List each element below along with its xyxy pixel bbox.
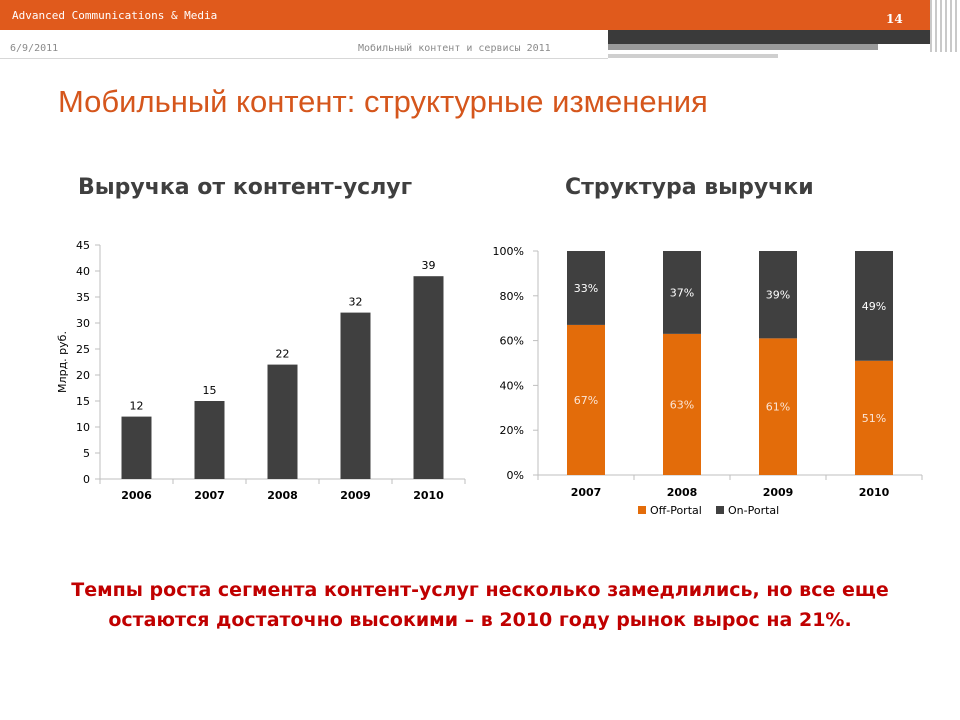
conclusion-line-1: Темпы роста сегмента контент-услуг неско… xyxy=(71,579,889,601)
header-dark-stripe xyxy=(608,30,930,44)
segment-value-label: 67% xyxy=(574,394,598,407)
stacked-bar-segment xyxy=(663,333,701,475)
revenue-chart-title: Выручка от контент-услуг xyxy=(78,175,413,200)
x-tick-label: 2009 xyxy=(340,489,371,502)
segment-value-label: 37% xyxy=(670,286,694,299)
x-tick-label: 2008 xyxy=(267,489,298,502)
bar-value-label: 22 xyxy=(276,348,290,361)
segment-value-label: 49% xyxy=(862,300,886,313)
bar-value-label: 12 xyxy=(130,400,144,413)
y-tick-label: 5 xyxy=(83,447,90,460)
segment-value-label: 39% xyxy=(766,289,790,302)
x-tick-label: 2009 xyxy=(763,486,794,499)
y-tick-label: 20% xyxy=(500,424,524,437)
company-name: Advanced Communications & Media xyxy=(12,9,218,22)
y-tick-label: 15 xyxy=(76,395,90,408)
segment-value-label: 63% xyxy=(670,398,694,411)
y-tick-label: 40 xyxy=(76,265,90,278)
stacked-bar-segment xyxy=(855,360,893,475)
legend-swatch xyxy=(638,506,646,514)
y-tick-label: 30 xyxy=(76,317,90,330)
bar-value-label: 32 xyxy=(349,296,363,309)
page-number: 14 xyxy=(886,12,903,26)
bar xyxy=(413,276,444,479)
revenue-bar-chart: 0 5 10 15 20 25 30 35 40 45 12 2006 15 2007 22 2008 32 20… xyxy=(56,239,466,502)
legend-label: Off-Portal xyxy=(650,504,702,517)
conclusion-text: Темпы роста сегмента контент-услуг неско… xyxy=(30,575,930,635)
structure-chart-title: Структура выручки xyxy=(565,175,814,200)
y-tick-label: 45 xyxy=(76,239,90,252)
y-axis-label: Млрд. руб. xyxy=(56,331,69,393)
y-tick-label: 40% xyxy=(500,379,524,392)
bar xyxy=(340,312,371,479)
stacked-bar-segment xyxy=(759,338,797,475)
legend-swatch xyxy=(716,506,724,514)
x-tick-label: 2006 xyxy=(121,489,152,502)
x-tick-label: 2007 xyxy=(194,489,225,502)
bar xyxy=(267,364,298,479)
y-tick-label: 100% xyxy=(493,245,524,258)
slide-title: Мобильный контент: структурные изменения xyxy=(58,84,708,119)
stacked-bar-segment xyxy=(855,251,893,361)
header-separator xyxy=(0,58,608,59)
y-tick-label: 0% xyxy=(507,469,524,482)
bar xyxy=(121,416,152,479)
segment-value-label: 51% xyxy=(862,412,886,425)
stacked-bar-segment xyxy=(663,251,701,334)
y-tick-label: 10 xyxy=(76,421,90,434)
y-tick-label: 60% xyxy=(500,335,524,348)
segment-value-label: 61% xyxy=(766,401,790,414)
bar-value-label: 39 xyxy=(422,259,436,272)
revenue-structure-chart: 0% 20% 40% 60% 80% 100% 67% 33% 2007 63% 37% 2008 61… xyxy=(493,245,923,517)
slide-date: 6/9/2011 xyxy=(10,43,59,54)
y-tick-label: 80% xyxy=(500,290,524,303)
header-bar: Advanced Communications & Media 14 xyxy=(0,0,930,30)
y-tick-label: 0 xyxy=(83,473,90,486)
deck-title: Мобильный контент и сервисы 2011 xyxy=(358,43,551,54)
y-tick-label: 25 xyxy=(76,343,90,356)
stacked-bar-segment xyxy=(759,251,797,339)
bar xyxy=(194,401,225,479)
x-tick-label: 2010 xyxy=(859,486,890,499)
header-vertical-stripes xyxy=(930,0,960,52)
x-tick-label: 2008 xyxy=(667,486,698,499)
x-tick-label: 2007 xyxy=(571,486,602,499)
legend-label: On-Portal xyxy=(728,504,779,517)
conclusion-line-2: остаются достаточно высокими – в 2010 го… xyxy=(108,609,852,631)
stacked-bar-segment xyxy=(567,251,605,325)
y-tick-label: 20 xyxy=(76,369,90,382)
header-grey-stripe xyxy=(608,44,878,50)
bar-value-label: 15 xyxy=(203,384,217,397)
x-tick-label: 2010 xyxy=(413,489,444,502)
segment-value-label: 33% xyxy=(574,282,598,295)
stacked-bar-segment xyxy=(567,324,605,475)
y-tick-label: 35 xyxy=(76,291,90,304)
header-light-stripe xyxy=(608,54,778,58)
